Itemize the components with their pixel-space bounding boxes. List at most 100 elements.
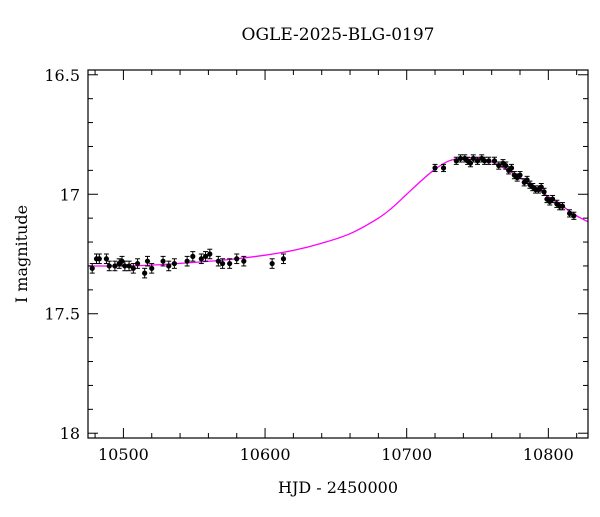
data-point — [89, 263, 95, 274]
x-axis-tick-labels: 10500 10600 10700 10800 — [98, 445, 574, 464]
data-point — [566, 209, 573, 218]
point-marker — [453, 158, 459, 164]
x-tick-label: 10500 — [98, 445, 149, 464]
data-point — [215, 255, 221, 267]
data-point — [549, 194, 556, 204]
axis-ticks — [88, 70, 588, 438]
x-axis-label: HJD - 2450000 — [278, 478, 398, 497]
data-point — [559, 202, 566, 211]
plot-area — [88, 154, 588, 279]
point-marker — [457, 155, 464, 162]
data-point — [144, 255, 151, 267]
y-axis-tick-labels: 16.5 17 17.5 18 — [44, 66, 80, 443]
data-point — [474, 156, 481, 165]
data-points-layer — [89, 154, 577, 279]
point-marker — [538, 184, 544, 190]
point-marker — [149, 265, 155, 271]
point-marker — [198, 256, 204, 262]
point-marker — [119, 258, 125, 264]
point-marker — [144, 258, 151, 264]
data-point — [190, 251, 196, 262]
point-marker — [440, 165, 447, 171]
point-marker — [559, 203, 566, 209]
point-marker — [432, 165, 438, 171]
point-marker — [517, 172, 523, 178]
y-axis-label: I magnitude — [12, 205, 31, 303]
point-marker — [566, 210, 573, 216]
point-marker — [503, 162, 509, 169]
data-point — [524, 175, 530, 185]
point-marker — [549, 196, 556, 202]
data-point — [453, 156, 459, 165]
data-point — [207, 248, 213, 260]
y-tick-label: 17.5 — [44, 305, 80, 324]
point-marker — [207, 251, 213, 257]
point-marker — [126, 263, 132, 269]
data-point — [486, 156, 492, 165]
data-point — [541, 187, 547, 196]
point-marker — [184, 258, 190, 264]
point-marker — [524, 177, 530, 183]
point-marker — [215, 258, 221, 264]
x-tick-label: 10600 — [240, 445, 291, 464]
x-tick-label: 10800 — [523, 445, 574, 464]
data-point — [491, 156, 498, 165]
data-point — [134, 258, 141, 269]
point-marker — [202, 253, 209, 259]
data-point — [432, 163, 438, 173]
point-marker — [241, 258, 247, 264]
point-marker — [171, 260, 178, 267]
point-marker — [486, 158, 492, 164]
data-point — [571, 211, 577, 220]
data-point — [219, 258, 226, 269]
data-point — [202, 251, 209, 262]
data-point — [96, 253, 102, 265]
point-marker — [122, 263, 128, 269]
data-point — [280, 253, 287, 265]
data-point — [269, 258, 275, 269]
point-marker — [470, 155, 476, 162]
x-tick-label: 10700 — [381, 445, 432, 464]
data-point — [142, 267, 148, 279]
point-marker — [89, 265, 95, 271]
data-point — [184, 255, 190, 267]
point-marker — [103, 256, 110, 262]
data-point — [103, 253, 110, 265]
point-marker — [234, 256, 240, 262]
point-marker — [112, 263, 118, 269]
point-marker — [269, 260, 275, 267]
point-marker — [280, 256, 287, 262]
point-marker — [496, 162, 502, 169]
y-tick-label: 17 — [60, 185, 80, 204]
point-marker — [541, 189, 547, 195]
point-marker — [571, 213, 577, 219]
data-point — [122, 260, 128, 272]
y-tick-label: 16.5 — [44, 66, 80, 85]
point-marker — [474, 158, 481, 164]
point-marker — [166, 263, 172, 269]
data-point — [457, 154, 464, 163]
data-point — [171, 258, 178, 269]
point-marker — [491, 158, 498, 164]
data-point — [106, 260, 112, 272]
data-point — [517, 171, 523, 180]
data-point — [126, 260, 132, 272]
data-point — [166, 260, 172, 272]
data-point — [160, 255, 166, 267]
point-marker — [106, 263, 112, 269]
point-marker — [96, 256, 102, 262]
data-point — [496, 161, 502, 170]
chart-title: OGLE-2025-BLG-0197 — [242, 25, 435, 45]
data-point — [482, 156, 488, 165]
point-marker — [160, 258, 166, 264]
point-marker — [219, 260, 226, 267]
y-tick-label: 18 — [60, 424, 80, 443]
point-marker — [482, 158, 488, 164]
point-marker — [508, 165, 515, 171]
point-marker — [142, 270, 148, 276]
data-point — [112, 260, 118, 272]
data-point — [149, 263, 155, 274]
